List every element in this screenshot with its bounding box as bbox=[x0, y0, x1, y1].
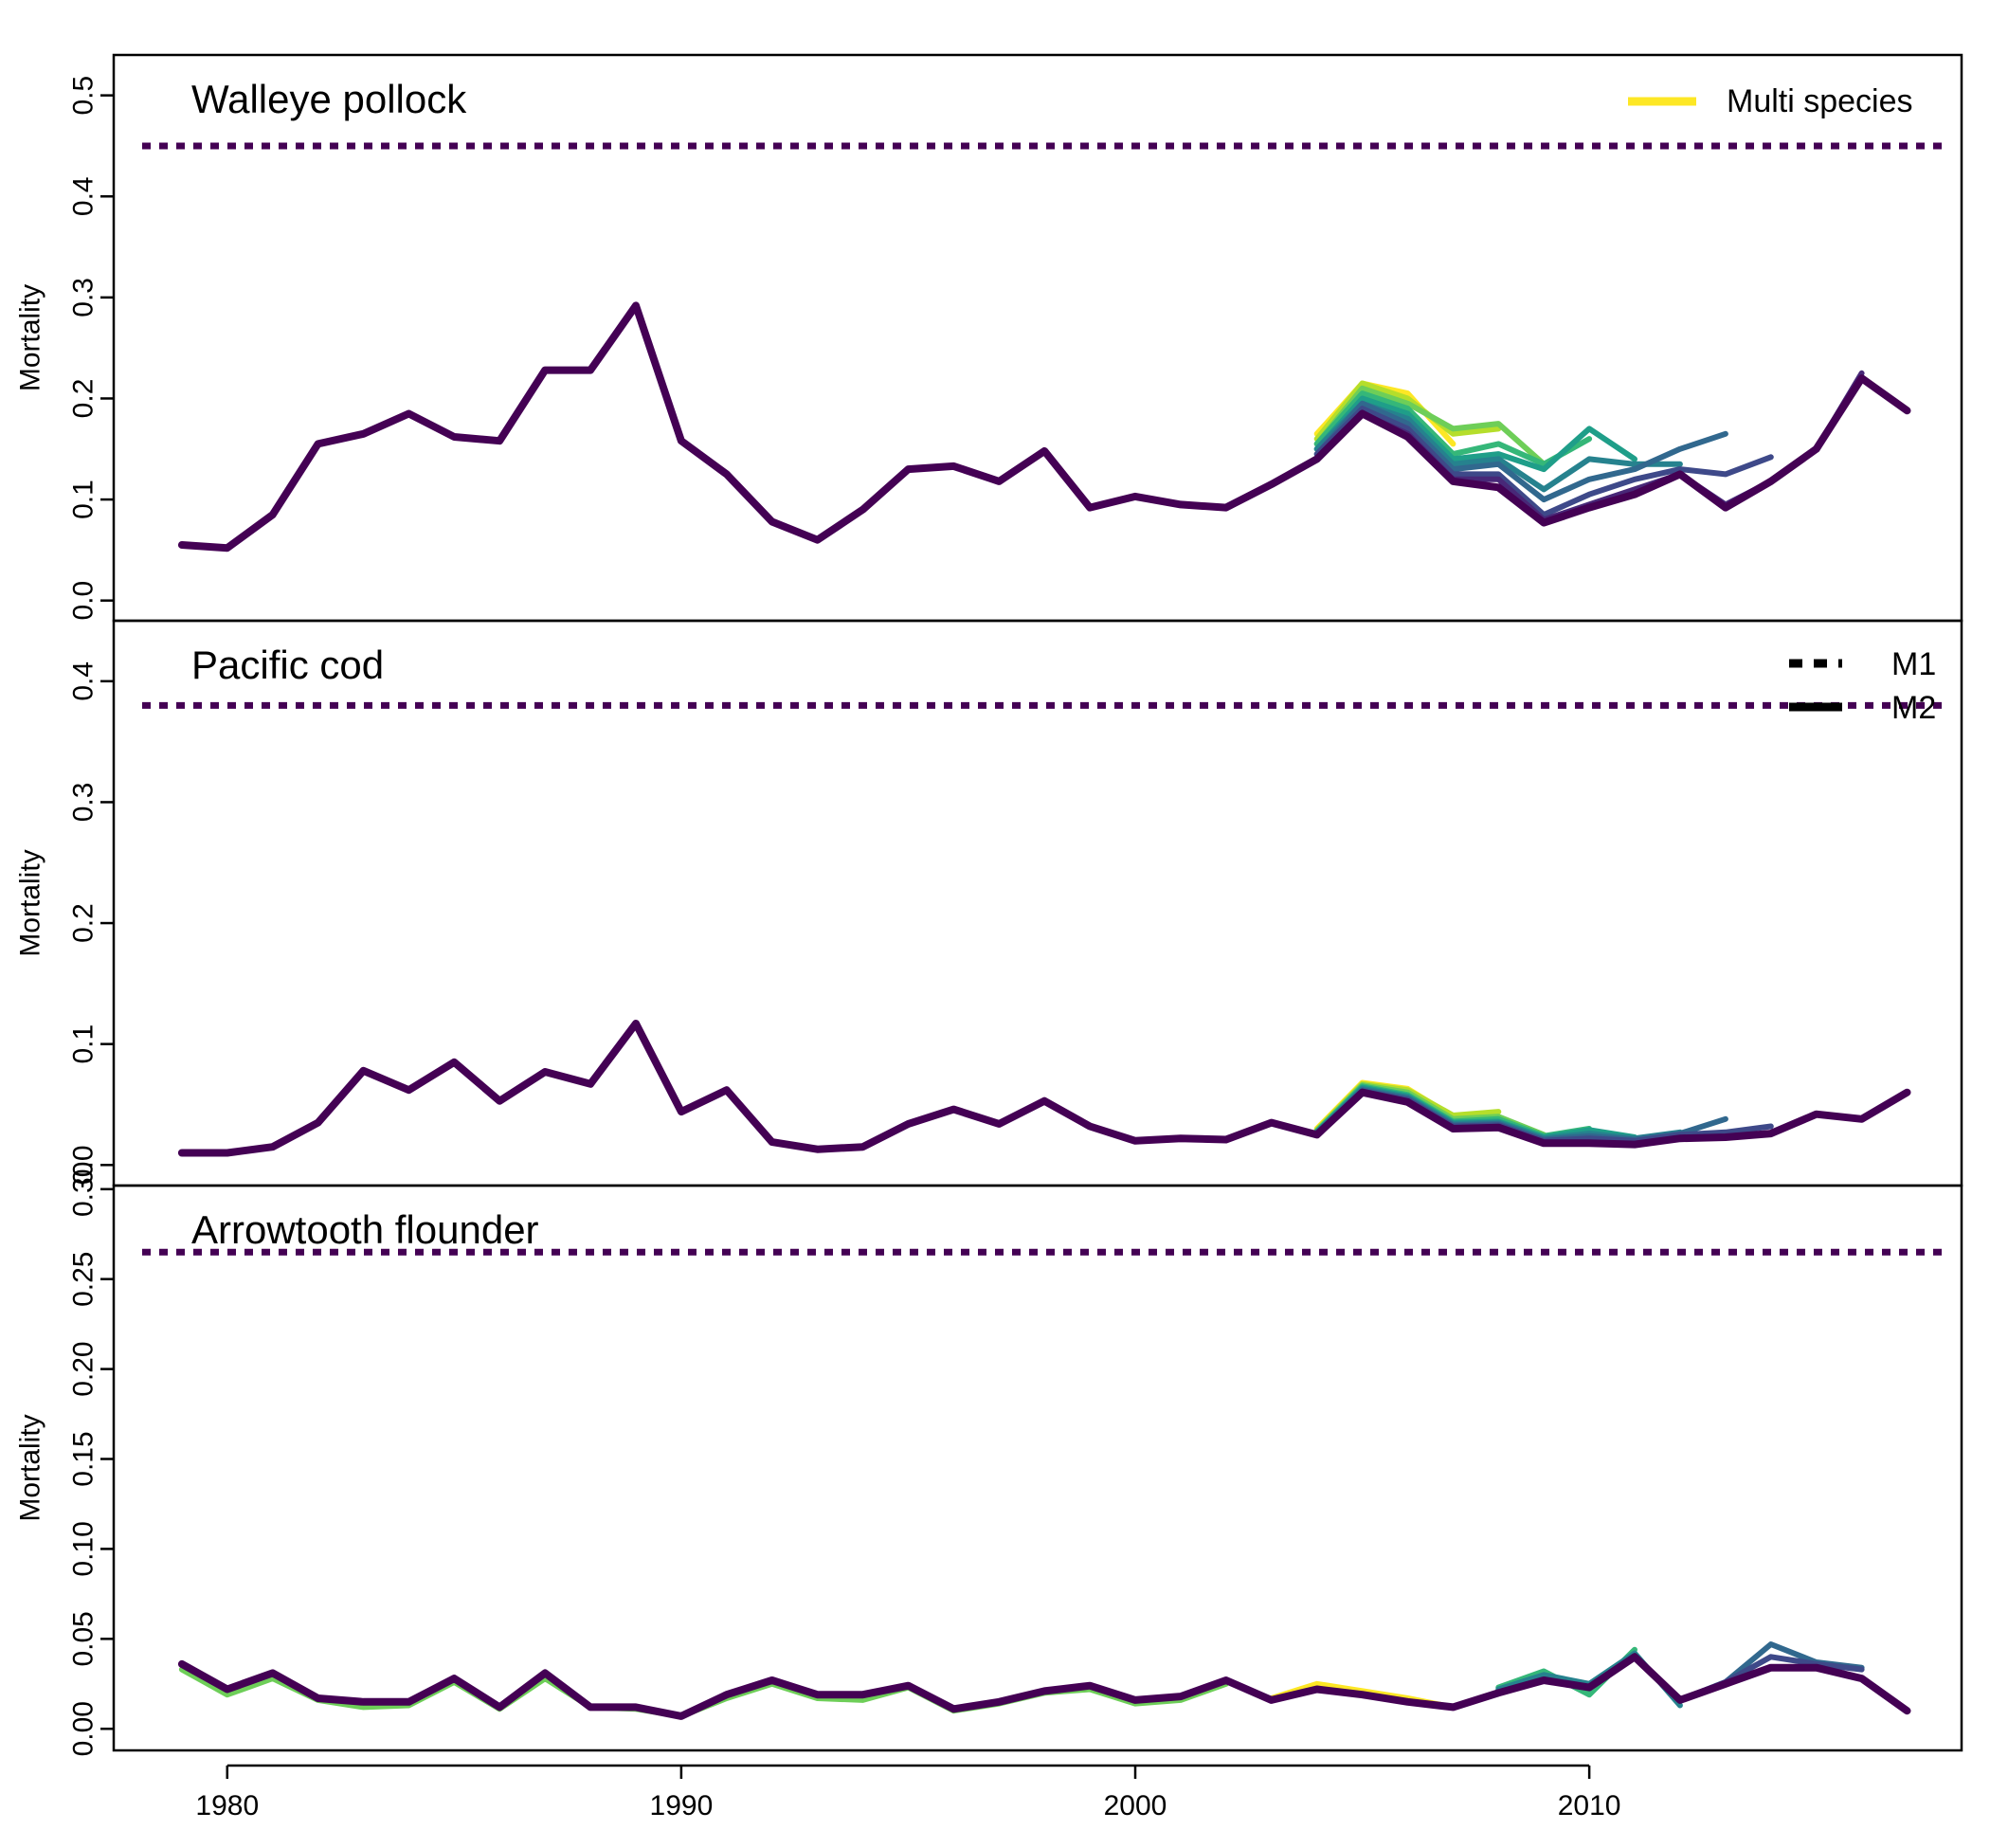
y-tick-label: 0.5 bbox=[68, 76, 100, 116]
series-line bbox=[177, 1653, 1911, 1720]
series-line bbox=[1313, 380, 1502, 443]
legend-label: M1 bbox=[1891, 646, 1936, 682]
y-axis-title: Mortality bbox=[15, 1414, 46, 1521]
x-tick-label: 2000 bbox=[1104, 1790, 1167, 1821]
series-line bbox=[1313, 400, 1728, 503]
y-tick-label: 0.3 bbox=[68, 783, 100, 823]
panel-walleye-pollock: 0.0 0.1 0.2 0.3 0.4 0.5 Mortality Walleye pollo… bbox=[15, 53, 1963, 623]
y-tick-label: 0.00 bbox=[68, 1701, 100, 1756]
y-tick-label: 0.1 bbox=[68, 480, 100, 519]
y-tick-label: 0.0 bbox=[68, 581, 100, 621]
panel-title: Pacific cod bbox=[191, 643, 384, 687]
panel-pacific-cod: 0.0 0.1 0.2 0.3 0.4 Mortality Pacific cod M1 M2 bbox=[15, 619, 1963, 1187]
y-tick-label: 0.15 bbox=[68, 1431, 100, 1486]
series-line bbox=[1313, 395, 1637, 473]
x-tick-label: 2010 bbox=[1558, 1790, 1621, 1821]
y-tick-label: 0.30 bbox=[68, 1162, 100, 1217]
y-axis-title: Mortality bbox=[15, 849, 46, 956]
y-tick-label: 0.2 bbox=[68, 903, 100, 943]
series-line bbox=[1313, 406, 1774, 518]
y-tick-label: 0.1 bbox=[68, 1024, 100, 1064]
y-tick-label: 0.2 bbox=[68, 379, 100, 419]
series-line bbox=[177, 301, 1911, 553]
series-line bbox=[177, 1020, 1911, 1157]
panel-frame bbox=[112, 53, 1963, 623]
y-tick-label: 0.25 bbox=[68, 1252, 100, 1307]
panel-arrowtooth-flounder: 0.00 0.05 0.10 0.15 0.20 0.25 0.30 Mortality Arr… bbox=[15, 1162, 1963, 1821]
x-tick-label: 1980 bbox=[195, 1790, 259, 1821]
y-tick-label: 0.3 bbox=[68, 278, 100, 317]
y-tick-label: 0.10 bbox=[68, 1521, 100, 1576]
panel-frame bbox=[112, 1184, 1963, 1752]
panel-title: Walleye pollock bbox=[191, 77, 467, 121]
y-axis-title: Mortality bbox=[15, 284, 46, 391]
panel-title: Arrowtooth flounder bbox=[191, 1207, 539, 1252]
y-tick-label: 0.0 bbox=[68, 1145, 100, 1185]
y-tick-label: 0.4 bbox=[68, 661, 100, 701]
x-tick-label: 1990 bbox=[650, 1790, 714, 1821]
y-tick-label: 0.05 bbox=[68, 1611, 100, 1666]
series-line bbox=[1313, 390, 1593, 467]
legend-label: Multi species bbox=[1727, 83, 1913, 119]
panels: 0.0 0.1 0.2 0.3 0.4 0.5 Mortality Walleye pollo… bbox=[15, 53, 1963, 1821]
legend-label: M2 bbox=[1891, 690, 1936, 726]
y-tick-label: 0.4 bbox=[68, 176, 100, 216]
y-tick-label: 0.20 bbox=[68, 1341, 100, 1396]
